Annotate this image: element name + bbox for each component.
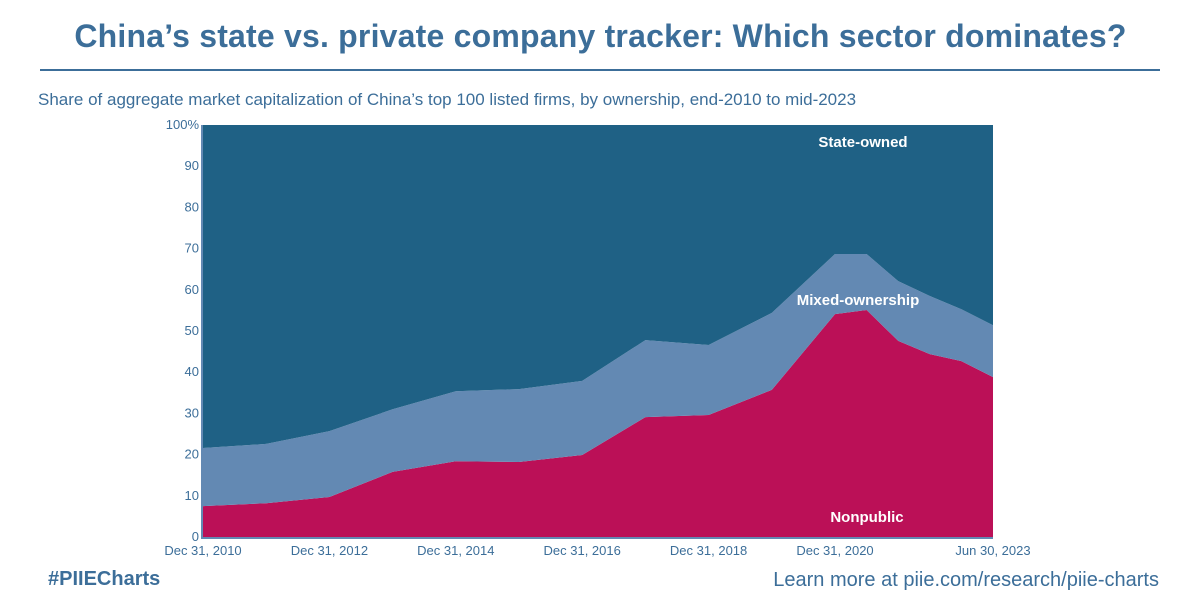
hashtag: #PIIECharts <box>48 568 161 590</box>
chart-areas <box>203 125 993 537</box>
x-tick-label: Dec 31, 2014 <box>417 543 494 558</box>
label-nonpublic: Nonpublic <box>830 509 903 526</box>
x-tick-label: Dec 31, 2018 <box>670 543 747 558</box>
y-tick-label: 100% <box>166 117 200 132</box>
y-tick-label: 10 <box>185 488 199 503</box>
learn-more-link[interactable]: Learn more at piie.com/research/piie-cha… <box>773 569 1159 591</box>
area-nonpublic <box>203 310 993 537</box>
y-axis-ticks: 0 10 20 30 40 50 60 70 80 90 100% <box>166 117 200 544</box>
y-tick-label: 40 <box>185 364 199 379</box>
x-tick-label: Dec 31, 2016 <box>544 543 621 558</box>
x-axis-ticks: Dec 31, 2010 Dec 31, 2012 Dec 31, 2014 Dec … <box>164 543 1030 558</box>
y-tick-label: 20 <box>185 447 199 462</box>
y-tick-label: 80 <box>185 199 199 214</box>
area-state-owned <box>203 125 993 448</box>
y-tick-label: 60 <box>185 282 199 297</box>
x-tick-label: Dec 31, 2020 <box>796 543 873 558</box>
x-tick-label: Dec 31, 2012 <box>291 543 368 558</box>
y-tick-label: 0 <box>192 529 199 544</box>
y-tick-label: 70 <box>185 241 199 256</box>
label-mixed-ownership: Mixed-ownership <box>797 292 920 309</box>
chart-title: China’s state vs. private company tracke… <box>74 18 1127 54</box>
label-state-owned: State-owned <box>818 134 907 151</box>
y-tick-label: 50 <box>185 323 199 338</box>
x-tick-label: Dec 31, 2010 <box>164 543 241 558</box>
y-tick-label: 90 <box>185 158 199 173</box>
title-divider <box>40 69 1160 71</box>
y-tick-label: 30 <box>185 405 199 420</box>
area-mixed-ownership <box>203 254 993 507</box>
x-tick-label: Jun 30, 2023 <box>955 543 1030 558</box>
chart-subtitle: Share of aggregate market capitalization… <box>38 90 857 109</box>
